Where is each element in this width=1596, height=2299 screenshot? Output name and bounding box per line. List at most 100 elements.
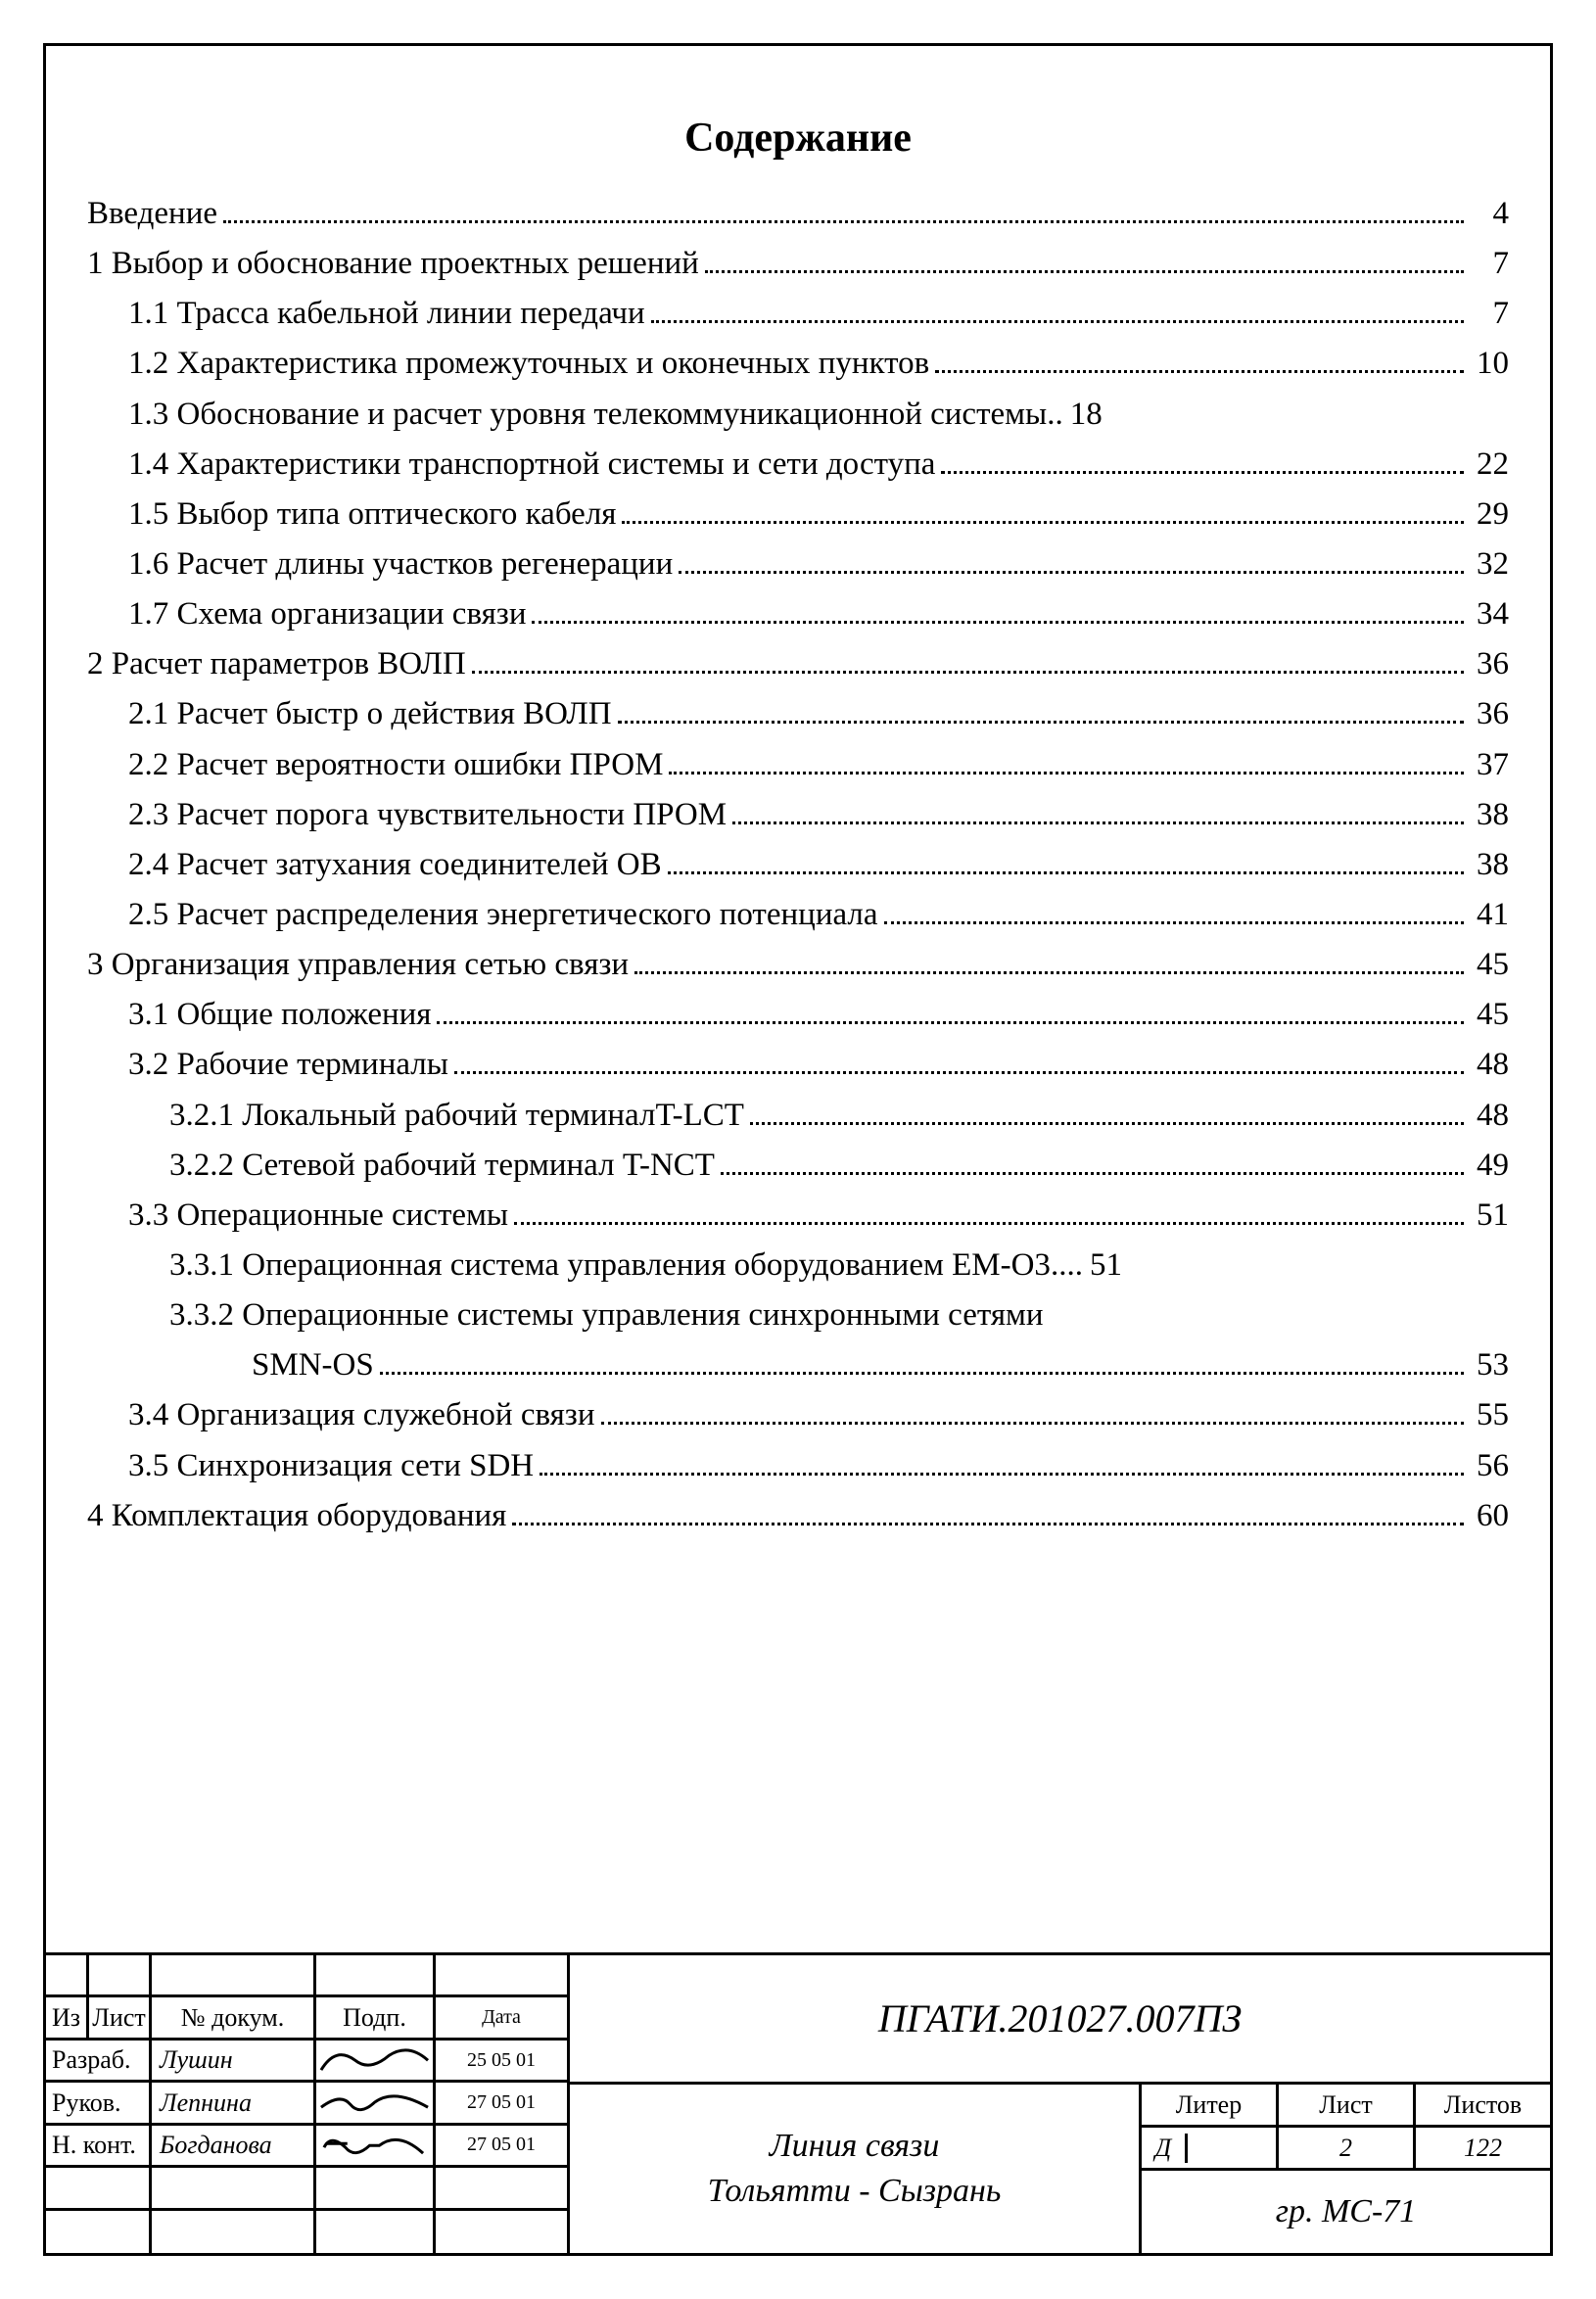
toc-row: 1.5 Выбор типа оптического кабеля29 (87, 490, 1509, 540)
toc-page: 10 (1470, 339, 1509, 389)
toc-label: SMN-OS (87, 1340, 374, 1390)
grid-h-sheet: Лист (1279, 2085, 1416, 2125)
toc-label: 3.4 Организация служебной связи (87, 1390, 595, 1440)
toc-row: 2.1 Расчет быстр о действия ВОЛП36 (87, 689, 1509, 739)
stamp-row: Руков. Лепнина 27 05 01 (46, 2083, 567, 2125)
toc-page: 41 (1470, 890, 1509, 940)
toc-leader-dots (750, 1096, 1464, 1125)
toc-row: SMN-OS 53 (87, 1340, 1509, 1390)
toc-page: 51 (1470, 1191, 1509, 1241)
toc-label: 2.2 Расчет вероятности ошибки ПРОМ (87, 740, 663, 790)
stamp-right: ПГАТИ.201027.007ПЗ Линия связи Тольятти … (570, 1955, 1550, 2253)
toc-page: 34 (1470, 589, 1509, 639)
toc-leader-dots (472, 645, 1464, 675)
toc-row: 3 Организация управления сетью связи 45 (87, 940, 1509, 990)
toc-row: 1.6 Расчет длины участков регенерации 32 (87, 540, 1509, 589)
toc-separator: .... (1051, 1241, 1083, 1290)
page-title: Содержание (87, 115, 1509, 162)
toc-row: 1.3 Обоснование и расчет уровня телекомм… (87, 390, 1509, 440)
toc-page: 49 (1470, 1141, 1509, 1191)
project-title-line2: Тольятти - Сызрань (708, 2173, 1002, 2209)
toc-leader-dots (622, 494, 1464, 524)
stamp-row: Н. конт. Богданова 27 05 01 (46, 2126, 567, 2168)
toc-leader-dots (941, 445, 1464, 474)
toc-label: 4 Комплектация оборудования (87, 1491, 506, 1541)
toc-label: 3.2.2 Сетевой рабочий терминал T-NCT (87, 1141, 715, 1191)
toc-row: 1.7 Схема организации связи 34 (87, 589, 1509, 639)
toc-label: 3 Организация управления сетью связи (87, 940, 629, 990)
toc-page: 45 (1470, 990, 1509, 1040)
toc-label: 3.3.1 Операционная система управления об… (87, 1241, 1051, 1290)
toc-label: 1.5 Выбор типа оптического кабеля (87, 490, 616, 540)
toc-row: Введение 4 (87, 189, 1509, 239)
toc-leader-dots (634, 945, 1464, 974)
toc-row: 3.1 Общие положения 45 (87, 990, 1509, 1040)
toc-label: 3.1 Общие положения (87, 990, 431, 1040)
toc-label: 1.7 Схема организации связи (87, 589, 526, 639)
toc-leader-dots (669, 745, 1464, 774)
toc-leader-dots (679, 544, 1464, 574)
toc-row: 1.4 Характеристики транспортной системы … (87, 440, 1509, 490)
toc-label: 1.2 Характеристика промежуточных и оконе… (87, 339, 929, 389)
toc-leader-dots (601, 1396, 1465, 1426)
toc-page: 45 (1470, 940, 1509, 990)
toc-page: 7 (1470, 239, 1509, 289)
toc-page: 38 (1470, 840, 1509, 890)
stamp-h-sign: Подп. (316, 1997, 436, 2037)
toc-row: 3.3.2 Операционные системы управления си… (87, 1290, 1509, 1340)
name: Богданова (152, 2126, 316, 2165)
title-block: Из Лист № докум. Подп. Дата Разраб. Луши… (43, 1952, 1553, 2256)
toc-leader-dots (514, 1196, 1464, 1225)
grid-h-total: Листов (1416, 2085, 1550, 2125)
date: 27 05 01 (436, 2126, 567, 2165)
toc-label: 3.3.2 Операционные системы управления си… (87, 1290, 1044, 1340)
stamp-h-date: Дата (436, 1997, 567, 2037)
toc-leader-dots (380, 1346, 1464, 1376)
name: Лепнина (152, 2083, 316, 2122)
toc-page: 36 (1470, 639, 1509, 689)
stamp-header-row: Из Лист № докум. Подп. Дата (46, 1997, 567, 2040)
role: Руков. (46, 2083, 152, 2122)
toc-label: Введение (87, 189, 217, 239)
stamp-h-list: Лист (89, 1997, 152, 2037)
toc-label: 2.5 Расчет распределения энергетического… (87, 890, 878, 940)
toc-page: 18 (1063, 390, 1103, 440)
stamp-h-doc: № докум. (152, 1997, 316, 2037)
toc-page: 51 (1083, 1241, 1122, 1290)
toc-page: 60 (1470, 1491, 1509, 1541)
toc-leader-dots (454, 1046, 1464, 1075)
toc-page: 53 (1470, 1340, 1509, 1390)
toc-page: 4 (1470, 189, 1509, 239)
toc-page: 32 (1470, 540, 1509, 589)
toc-label: 1.4 Характеристики транспортной системы … (87, 440, 935, 490)
toc-page: 22 (1470, 440, 1509, 490)
toc-page: 7 (1470, 289, 1509, 339)
grid-sheet: 2 (1279, 2128, 1416, 2168)
toc-leader-dots (437, 996, 1464, 1025)
toc-leader-dots (532, 594, 1464, 624)
project-title-line1: Линия связи (770, 2128, 940, 2164)
toc-row: 3.2.1 Локальный рабочий терминалT-LCT48 (87, 1091, 1509, 1141)
toc-page: 55 (1470, 1390, 1509, 1440)
toc-row: 1.1 Трасса кабельной линии передачи7 (87, 289, 1509, 339)
toc-row: 2.2 Расчет вероятности ошибки ПРОМ37 (87, 740, 1509, 790)
date: 27 05 01 (436, 2083, 567, 2122)
toc-row: 2 Расчет параметров ВОЛП36 (87, 639, 1509, 689)
toc-row: 3.2.2 Сетевой рабочий терминал T-NCT 49 (87, 1141, 1509, 1191)
stamp-h-iz: Из (46, 1997, 89, 2037)
stamp-row (46, 2211, 567, 2253)
toc-leader-dots (732, 795, 1464, 824)
signature-icon (316, 2083, 436, 2122)
toc-label: 3.5 Синхронизация сети SDH (87, 1441, 534, 1491)
toc-label: 1.6 Расчет длины участков регенерации (87, 540, 673, 589)
toc-row: 2.5 Расчет распределения энергетического… (87, 890, 1509, 940)
page: Содержание Введение 41 Выбор и обосновани… (0, 0, 1596, 2299)
role: Разраб. (46, 2041, 152, 2080)
toc-leader-dots (721, 1146, 1464, 1175)
toc-leader-dots (935, 345, 1464, 374)
toc-row: 1 Выбор и обоснование проектных решений7 (87, 239, 1509, 289)
toc-leader-dots (540, 1446, 1464, 1476)
toc-row: 2.3 Расчет порога чувствительности ПРОМ3… (87, 790, 1509, 840)
project-title: Линия связи Тольятти - Сызрань (570, 2085, 1139, 2253)
toc-leader-dots (512, 1496, 1464, 1525)
